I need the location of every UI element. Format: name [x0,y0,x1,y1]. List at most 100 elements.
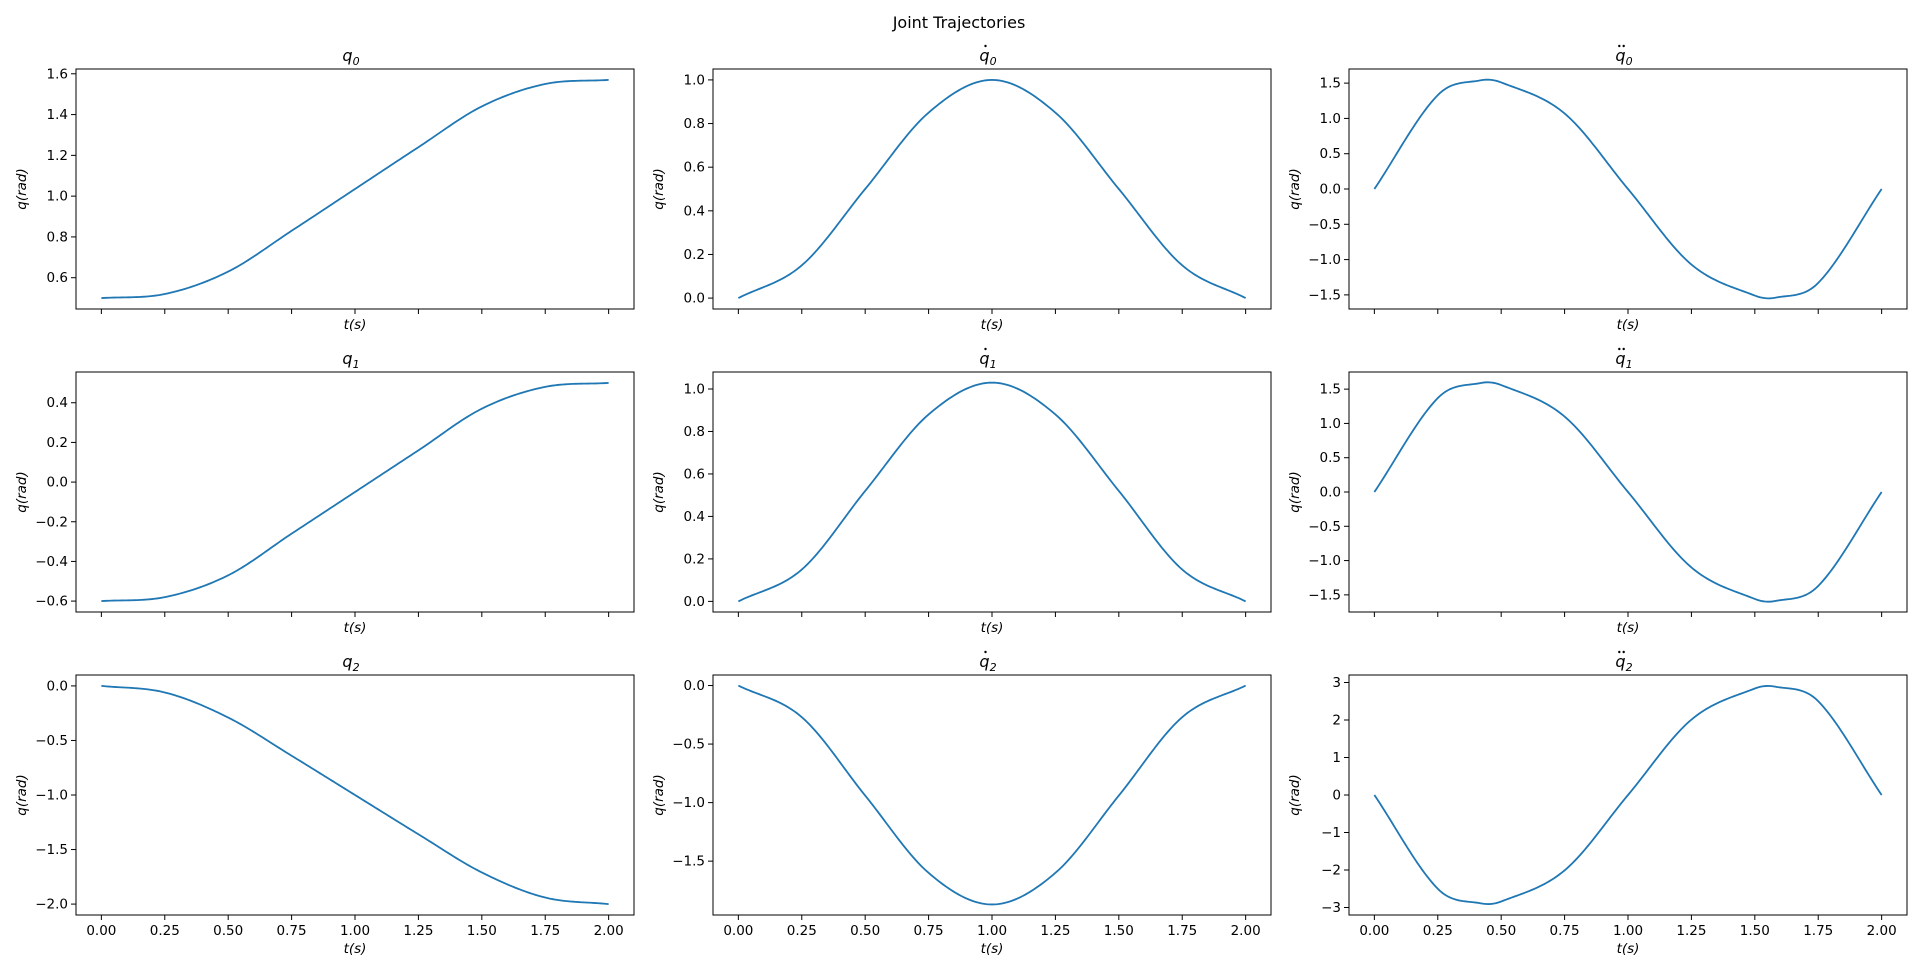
subplot-2-0: −2.0 −1.5 −1.0 −0.5 0.0 0.00 0.25 0.50 0.75 1.00 1… [14,652,635,957]
series-line [101,79,609,299]
x-axis-label: t(s) [344,620,367,636]
subplot-0-1: 0.0 0.2 0.4 0.6 0.8 1.0 t(s) q(rad) q0 [651,44,1272,333]
y-tick-label: −0.6 [35,594,68,610]
y-tick-label: 0.2 [684,247,705,263]
series-line [737,381,1247,603]
y-tick-label: −1.0 [35,788,68,804]
x-tick-label: 1.00 [340,923,370,939]
subplot-title: q2 [1615,652,1632,674]
x-tick-label: 1.25 [1040,923,1070,939]
x-tick-label: 1.25 [1676,923,1706,939]
x-axis-label: t(s) [1617,317,1640,333]
y-tick-label: −0.5 [1308,519,1341,535]
y-tick-label: 2 [1332,713,1341,729]
x-axis-label: t(s) [981,620,1004,636]
y-tick-label: −0.5 [35,733,68,749]
y-tick-label: 0.0 [684,594,705,610]
x-tick-label: 1.25 [403,923,433,939]
y-axis-label: q(rad) [1287,168,1303,210]
x-tick-label: 1.75 [1803,923,1833,939]
y-tick-label: 0 [1332,788,1341,804]
subplot-0-0: 0.6 0.8 1.0 1.2 1.4 1.6 t(s) q(rad) q0 [14,46,635,333]
y-tick-label: −0.5 [672,737,705,753]
y-tick-label: −1.5 [1308,587,1341,603]
y-axis-label: q(rad) [651,471,667,513]
y-tick-label: −1.5 [672,854,705,870]
y-tick-label: 0.4 [684,509,705,525]
y-tick-label: 1.4 [47,107,68,123]
subplot-1-1: 0.0 0.2 0.4 0.6 0.8 1.0 t(s) q(rad) q1 [651,347,1272,636]
y-tick-label: 0.4 [684,203,705,219]
subplot-1-0: −0.6 −0.4 −0.2 0.0 0.2 0.4 t(s) q(rad) q1 [14,349,635,636]
y-tick-label: −0.4 [35,554,68,570]
series-line [1373,78,1883,300]
x-tick-label: 0.75 [914,923,944,939]
x-tick-label: 0.00 [86,923,116,939]
derivative-dots [1618,44,1625,48]
y-tick-label: −1.0 [1308,252,1341,268]
y-axis-label: q(rad) [651,774,667,816]
x-tick-label: 2.00 [1231,923,1261,939]
derivative-dots [1618,650,1625,654]
y-axis-label: q(rad) [1287,471,1303,513]
y-tick-label: −1.5 [35,842,68,858]
derivative-dots [984,347,987,351]
y-tick-label: 1.5 [1320,76,1341,92]
x-tick-label: 0.75 [1550,923,1580,939]
subplot-2-1: −1.5 −1.0 −0.5 0.0 0.00 0.25 0.50 0.75 1.00 1.25 1… [651,650,1272,957]
y-axis-label: q(rad) [14,471,30,513]
y-tick-label: 1.0 [1320,416,1341,432]
series-line [737,684,1247,906]
y-tick-label: 0.8 [684,424,705,440]
x-axis-label: t(s) [981,941,1004,957]
y-tick-label: 1.0 [47,189,68,205]
y-tick-label: 1 [1332,750,1341,766]
y-tick-label: 0.4 [47,395,68,411]
y-tick-label: 0.0 [684,291,705,307]
y-tick-label: −2.0 [35,897,68,913]
subplot-title: q0 [979,46,996,68]
x-tick-label: 1.75 [1167,923,1197,939]
y-tick-label: 3 [1332,675,1341,691]
x-axis-label: t(s) [981,317,1004,333]
y-tick-label: −0.2 [35,514,68,530]
x-tick-label: 0.00 [723,923,753,939]
subplot-title: q0 [342,46,359,68]
y-tick-label: 1.0 [1320,111,1341,127]
x-tick-label: 1.50 [1104,923,1134,939]
x-tick-label: 1.50 [467,923,497,939]
y-tick-label: 0.2 [684,551,705,567]
y-tick-label: 0.2 [47,435,68,451]
y-tick-label: 1.0 [684,381,705,397]
y-tick-label: 1.6 [47,66,68,82]
y-tick-label: 0.6 [684,466,705,482]
series-line [101,685,609,905]
x-tick-label: 1.00 [977,923,1007,939]
y-tick-label: −1 [1321,825,1341,841]
derivative-dots [1618,347,1625,351]
subplot-title: q1 [979,349,996,371]
y-tick-label: 1.5 [1320,382,1341,398]
y-axis-label: q(rad) [1287,774,1303,816]
y-tick-label: 0.6 [684,160,705,176]
x-tick-label: 2.00 [1867,923,1897,939]
x-tick-label: 0.25 [787,923,817,939]
x-axis-label: t(s) [344,317,367,333]
derivative-dots [984,650,987,654]
derivative-dots [984,44,987,48]
y-tick-label: 0.0 [47,678,68,694]
axes-frame [712,68,1272,310]
series-line [1373,685,1883,905]
x-tick-label: 0.00 [1359,923,1389,939]
series-line [737,79,1247,299]
figure-title: Joint Trajectories [892,13,1026,32]
y-tick-label: 1.0 [684,72,705,88]
y-tick-label: 0.0 [47,475,68,491]
y-tick-label: −1.0 [672,795,705,811]
y-tick-label: 0.0 [1320,182,1341,198]
y-tick-label: 0.5 [1320,450,1341,466]
x-tick-label: 0.50 [213,923,243,939]
x-tick-label: 0.25 [150,923,180,939]
